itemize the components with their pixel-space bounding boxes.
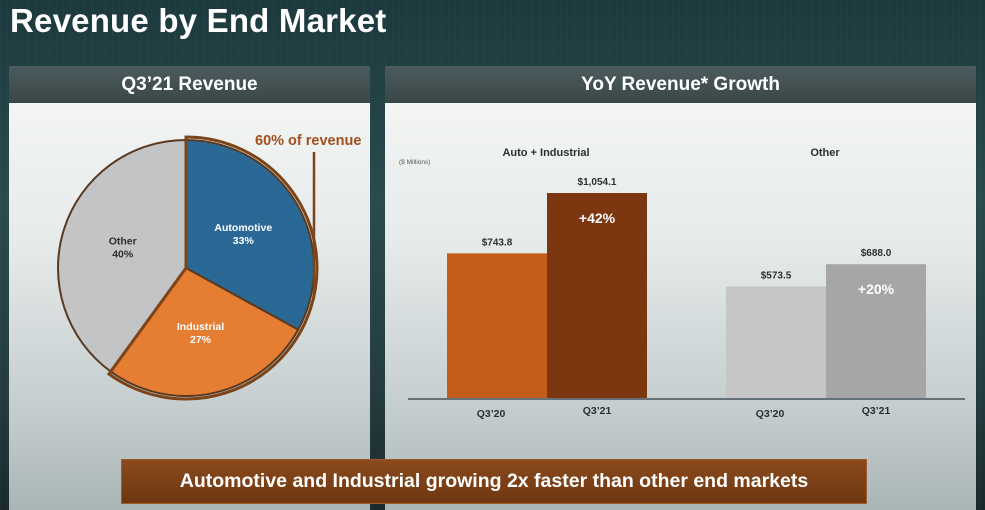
bar-auto-industrial-q321 [547,193,647,398]
growth-label-other: +20% [858,281,895,297]
pie-label-industrial: Industrial [177,321,224,333]
group-label-other: Other [810,147,840,159]
x-tick-label-other-q321: Q3’21 [862,405,891,417]
bar-value-label-auto-industrial-q320: $743.8 [482,237,513,248]
pie-value-automotive: 33% [233,235,255,247]
group-label-auto-industrial: Auto + Industrial [502,147,590,159]
x-tick-label-other-q320: Q3’20 [756,408,785,420]
bar-panel-header: YoY Revenue* Growth [385,66,976,103]
bar-value-label-other-q321: $688.0 [861,248,892,259]
bar-other-q320 [726,286,826,398]
pie-slice-industrial [109,266,300,397]
page-title: Revenue by End Market [10,2,387,39]
pie-highlight-outline [106,135,319,401]
x-tick-label-auto-industrial-q321: Q3’21 [583,405,612,417]
x-tick-label-auto-industrial-q320: Q3’20 [477,408,506,420]
pie-value-other: 40% [112,248,134,260]
revenue-callout: 60% of revenue [255,133,362,149]
bar-auto-industrial-q320 [447,253,547,398]
pie-slice-automotive [185,138,315,332]
pie-value-industrial: 27% [190,334,212,346]
pie-slice-other [57,138,187,373]
pie-label-automotive: Automotive [214,222,272,234]
bar-other-q321 [826,264,926,398]
bar-value-label-other-q320: $573.5 [761,270,792,281]
pie-panel-header: Q3’21 Revenue [9,66,370,103]
units-label: ($ Millions) [399,159,431,166]
bar-value-label-auto-industrial-q321: $1,054.1 [578,177,617,188]
summary-banner: Automotive and Industrial growing 2x fas… [121,459,867,504]
growth-label-auto-industrial: +42% [579,210,616,226]
pie-label-other: Other [109,235,137,247]
